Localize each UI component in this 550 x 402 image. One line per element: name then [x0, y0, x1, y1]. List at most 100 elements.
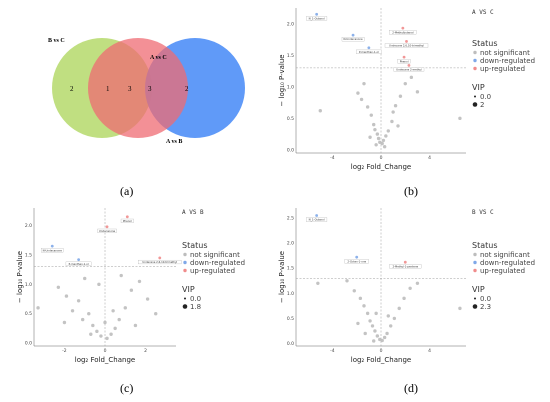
data-point — [409, 75, 414, 80]
legend-status-item: not significant — [480, 49, 530, 57]
legend-status-item: down-regulated — [480, 57, 535, 65]
legend-vip-item: 0.0 — [190, 295, 201, 303]
legend-status-marker — [183, 268, 187, 273]
volcano-plot-1: -4 0 4 0.0 0.5 1.0 1.5 2.0 log₂ Fold_Change − log… — [278, 8, 535, 171]
legend-vip-item: 2.3 — [480, 303, 491, 311]
data-point — [318, 109, 322, 113]
legend-status-item: down-regulated — [480, 259, 535, 267]
legend-status-marker — [473, 260, 477, 265]
point-label-box — [65, 261, 92, 266]
data-point — [77, 258, 81, 262]
legend-status-item: down-regulated — [190, 259, 245, 267]
data-point — [375, 132, 380, 136]
data-point — [356, 321, 360, 326]
x-tick-label: -2 — [62, 348, 67, 354]
data-point — [390, 119, 394, 124]
y-tick-label: 0.5 — [25, 311, 32, 317]
point-label: Undecane 2,6,10-trimethyl — [389, 44, 424, 48]
data-point — [89, 332, 93, 336]
legend-vip-title: VIP — [472, 83, 485, 92]
data-point — [83, 276, 87, 281]
venn-circle-ac — [88, 38, 188, 138]
data-point — [103, 320, 107, 325]
data-point — [370, 324, 375, 328]
comparison-label: A VS C — [472, 9, 494, 16]
data-point — [392, 316, 397, 321]
point-label: Undecane 2-methyl — [396, 67, 422, 71]
data-point — [381, 138, 386, 143]
y-tick-label: 2.0 — [287, 241, 294, 247]
x-tick-label: 0 — [104, 348, 107, 354]
data-point — [368, 319, 372, 323]
volcano-plot-2: -2 0 2 0.0 0.5 1.0 1.5 2.0 log₂ Fold_Change − log… — [16, 208, 245, 364]
legend-status-item: up-regulated — [480, 65, 525, 73]
data-point — [358, 296, 363, 301]
y-tick-label: 1.5 — [25, 252, 32, 258]
data-point — [415, 90, 420, 94]
venn-diagram: B vs C A vs C A vs B 2 1 3 3 2 — [48, 38, 245, 145]
data-point — [356, 91, 360, 95]
data-point — [125, 215, 129, 219]
data-point — [408, 286, 412, 290]
data-point — [391, 110, 395, 114]
data-point — [396, 124, 400, 128]
y-tick-label: 2.0 — [25, 223, 32, 229]
data-point — [372, 339, 376, 343]
data-point — [384, 134, 388, 138]
data-point — [402, 55, 406, 59]
legend-vip-marker — [474, 95, 476, 98]
data-point — [382, 335, 387, 340]
data-point — [119, 273, 123, 278]
data-point — [398, 94, 403, 98]
point-label-box — [397, 59, 411, 64]
legend-status-marker — [473, 268, 477, 273]
data-point — [123, 306, 127, 310]
legend-vip-item: 2 — [480, 101, 484, 109]
data-point — [105, 225, 109, 229]
legend-vip-title: VIP — [472, 285, 485, 294]
legend-vip-item: 0.0 — [480, 295, 491, 303]
volcano-plots: -4 0 4 0.0 0.5 1.0 1.5 2.0 log₂ Fold_Change − log… — [16, 8, 535, 364]
comparison-label: B VS C — [472, 209, 494, 216]
data-point — [374, 143, 378, 147]
data-point — [111, 309, 115, 313]
y-tick-label: 1.5 — [287, 266, 294, 272]
point-label: N_1-Octanol — [309, 218, 325, 222]
legend-vip-marker — [182, 304, 188, 309]
data-point — [56, 285, 61, 289]
point-label-box — [393, 67, 425, 72]
legend-vip-title: VIP — [182, 285, 195, 294]
data-point — [458, 306, 462, 311]
data-point — [385, 331, 389, 336]
data-point — [365, 311, 370, 316]
point-label-box — [306, 16, 328, 21]
legend-status-title: Status — [182, 241, 208, 250]
data-point — [401, 26, 405, 30]
data-point — [316, 281, 320, 285]
legend-vip-item: 1.8 — [190, 303, 201, 311]
data-point — [386, 314, 390, 318]
data-point — [397, 306, 401, 311]
data-point — [87, 312, 91, 316]
y-tick-label: 1.0 — [287, 84, 294, 90]
data-point — [315, 12, 319, 16]
data-point — [369, 113, 373, 117]
data-point — [355, 255, 359, 259]
y-tick-label: 0.5 — [287, 116, 294, 122]
venn-count-bc-ac: 1 — [106, 85, 110, 93]
data-point — [109, 332, 113, 336]
data-point — [382, 144, 387, 149]
data-point — [367, 46, 371, 50]
data-point — [403, 260, 407, 264]
venn-count-bc-only: 2 — [70, 85, 74, 93]
y-tick-label: 0.5 — [287, 316, 294, 322]
data-point — [36, 306, 40, 310]
y-tick-label: 0.0 — [287, 147, 294, 153]
x-axis-title: log₂ Fold_Change — [351, 356, 411, 364]
panel-label-c: (c) — [120, 381, 133, 395]
data-point — [158, 256, 162, 260]
data-point — [407, 63, 411, 67]
